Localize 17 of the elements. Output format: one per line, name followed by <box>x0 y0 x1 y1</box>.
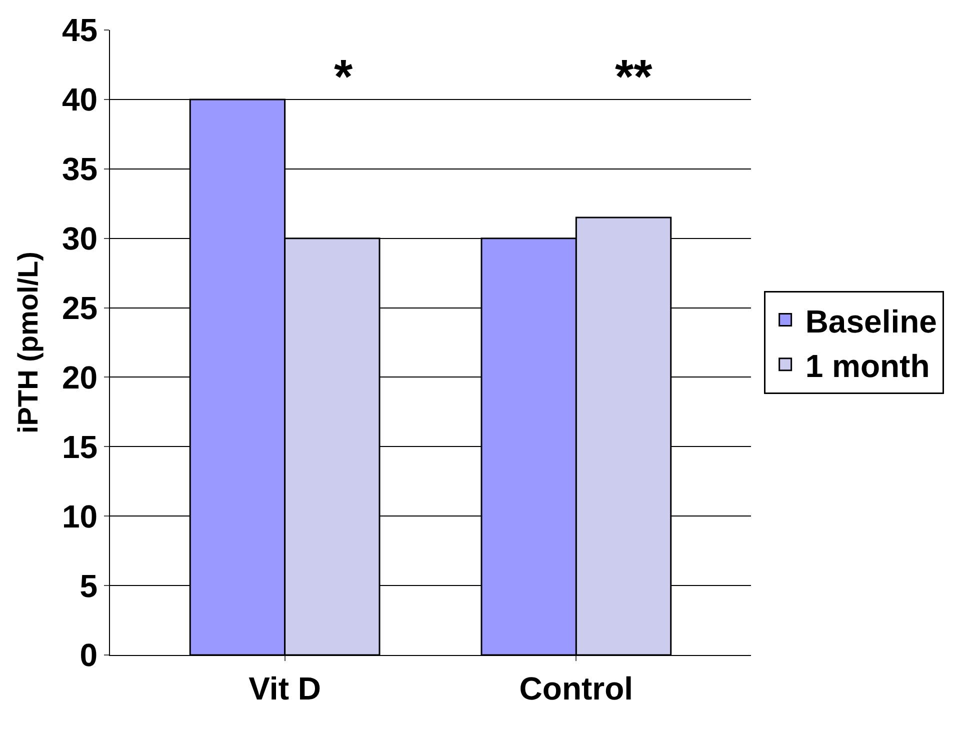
y-tick-label: 15 <box>62 428 98 465</box>
y-axis-title: iPTH (pmol/L) <box>12 252 44 434</box>
y-tick-label: 30 <box>62 220 98 257</box>
annotation: * <box>334 51 353 104</box>
y-tick-label: 40 <box>62 82 98 118</box>
y-tick-label: 45 <box>62 12 98 48</box>
x-tick-label: Control <box>519 670 634 706</box>
annotation: ** <box>615 51 653 104</box>
y-tick-label: 20 <box>62 359 98 396</box>
y-tick-label: 0 <box>80 637 98 674</box>
y-tick-label: 5 <box>80 568 98 604</box>
x-tick-label: Vit D <box>248 670 321 706</box>
legend-label: 1 month <box>805 348 930 384</box>
y-tick-label: 10 <box>62 498 98 534</box>
y-tick-label: 35 <box>62 151 98 188</box>
legend-label: Baseline <box>805 303 937 340</box>
y-tick-label: 25 <box>62 290 98 326</box>
